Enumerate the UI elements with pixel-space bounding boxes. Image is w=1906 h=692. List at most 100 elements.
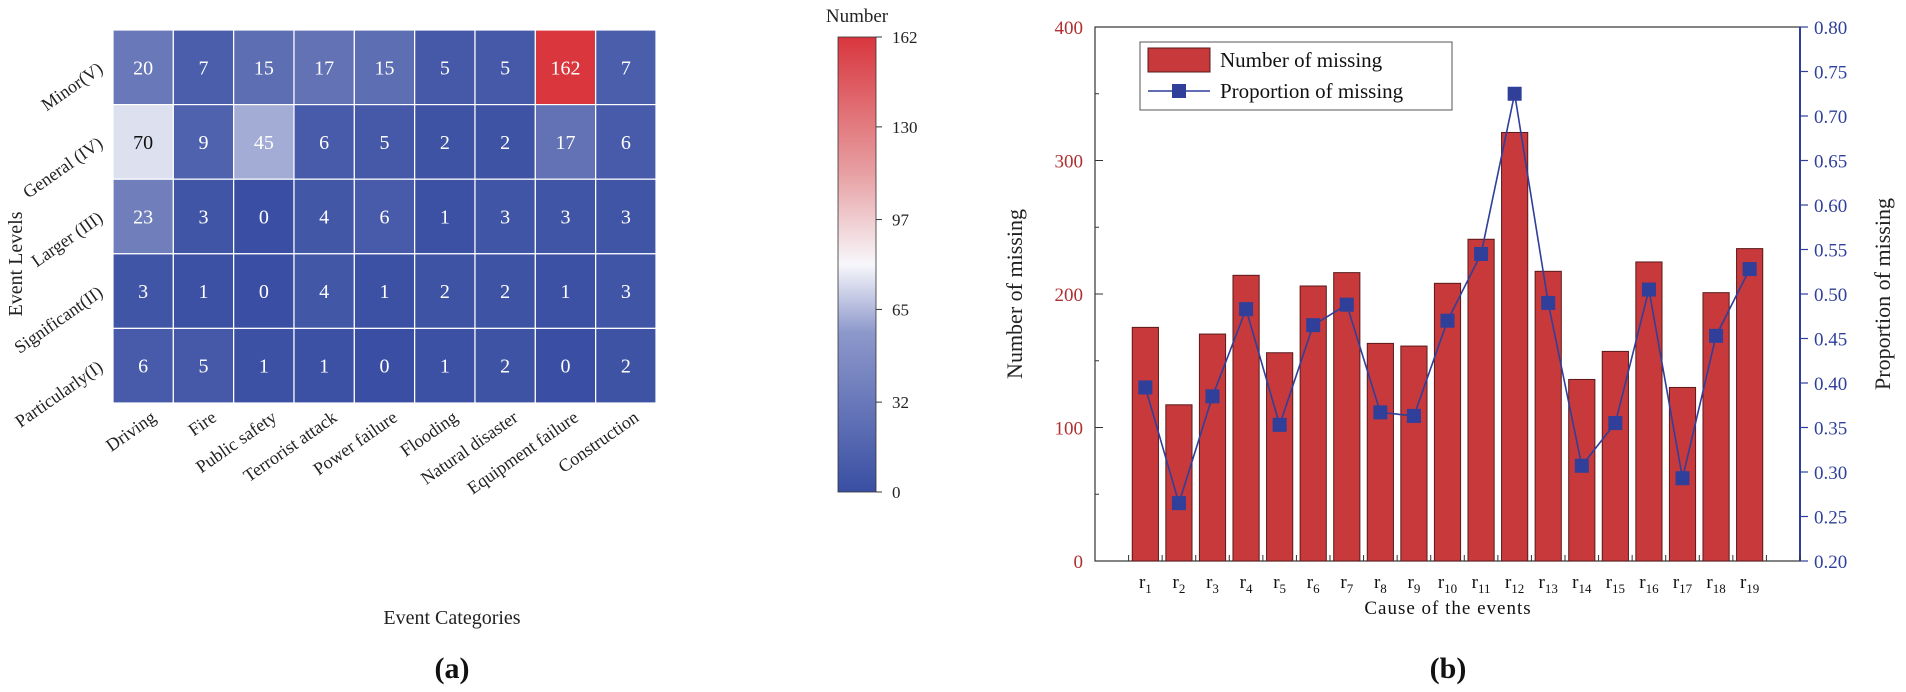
colorbar: 0 32 65 97 130 162 [837,28,918,502]
heatmap-cell [172,253,235,330]
right-axis-tick-label: 0.45 [1814,330,1847,351]
heatmap-cell-value: 2 [500,356,510,378]
heatmap-cell [112,327,174,404]
left-axis-tick-label: 400 [1055,18,1084,39]
heatmap-cell-value: 3 [621,281,631,303]
heatmap-cell-value: 7 [621,57,631,79]
heatmap-cell-value: 4 [319,281,329,303]
heatmap-cell-value: 1 [380,281,390,303]
heatmap-cell [233,178,295,255]
heatmap-cell-value: 1 [319,356,329,378]
right-axis-tick-label: 0.75 [1814,63,1847,84]
heatmap-y-tick-label: General (IV) [19,133,107,203]
heatmap-cell-value: 3 [199,207,209,229]
heatmap-cell-value: 6 [380,207,390,229]
x-axis-tick-label: r9 [1408,572,1421,596]
heatmap-y-tick-label: Minor(V) [37,58,106,115]
x-axis-tick-label: r11 [1472,572,1491,596]
heatmap-cell [293,178,355,255]
x-axis-tick-label: r1 [1139,572,1152,596]
x-axis-tick-label: r2 [1173,572,1186,596]
bar-number-of-missing [1433,282,1462,562]
x-axis-tick-label: r16 [1639,572,1659,596]
heatmap-cell-value: 17 [314,57,334,79]
line-marker [1541,295,1556,310]
heatmap-cell [353,327,416,404]
heatmap-cell [112,178,174,255]
panel-a-label: (a) [435,652,470,685]
line-marker [1440,313,1455,328]
legend-bar-swatch [1147,47,1211,73]
heatmap-x-axis-title: Event Categories [383,607,520,629]
bar-line-panel: 0 100 200 300 400 0.20 0.25 0.30 0.35 0.40 0.45 0.… [1002,18,1895,685]
line-marker [1474,246,1489,261]
heatmap-cell-value: 1 [440,356,450,378]
right-axis-tick-label: 0.35 [1814,419,1847,440]
heatmap-x-tick-label: Fire [185,407,220,440]
heatmap-cell-value: 6 [138,356,148,378]
heatmap-cell-value: 45 [254,132,274,154]
bar-number-of-missing [1467,238,1495,562]
heatmap-cell-value: 2 [500,132,510,154]
heatmap-cell [112,103,174,180]
heatmap-y-tick-label: Particularly(I) [11,357,107,433]
heatmap-cell-value: 3 [561,207,571,229]
x-axis-tick-label: r15 [1606,572,1625,596]
heatmap-cell [172,29,235,106]
bar-number-of-missing [1534,270,1562,562]
x-axis-tick-label: r3 [1206,572,1219,596]
line-marker [1608,416,1623,431]
right-axis-tick-label: 0.40 [1814,374,1847,395]
heatmap-cell-value: 1 [440,207,450,229]
legend: Number of missing Proportion of missing [1139,41,1453,111]
heatmap-cell-value: 5 [380,132,390,154]
bar-number-of-missing [1366,342,1394,562]
bar-x-axis-title: Cause of the events [1364,598,1531,619]
x-axis-tick-label: r7 [1340,572,1353,596]
bar-number-of-missing [1601,350,1629,562]
heatmap-cell-value: 0 [561,356,571,378]
heatmap-cell-value: 15 [254,57,274,79]
colorbar-tick-label: 0 [892,483,901,502]
right-axis-tick-label: 0.70 [1814,107,1847,128]
heatmap-cell [474,327,536,404]
heatmap-cell [474,103,536,180]
bar-number-of-missing [1198,333,1227,562]
heatmap-cell [112,29,174,106]
heatmap-cell [414,327,476,404]
x-axis-tick-label: r6 [1307,572,1320,596]
x-axis-tick-label: r10 [1438,572,1457,596]
right-axis-tick-label: 0.80 [1814,18,1847,39]
legend-bar-label: Number of missing [1220,48,1383,72]
right-axis-tick-label: 0.20 [1814,552,1847,573]
x-axis-tick-label: r17 [1673,572,1693,596]
right-axis-tick-label: 0.25 [1814,508,1847,529]
bar-left-axis-title: Number of missing [1002,209,1027,379]
bar-number-of-missing [1333,272,1361,562]
line-marker [1373,405,1388,420]
heatmap-cell [112,253,174,330]
heatmap-cell [595,327,657,404]
heatmap-cell-value: 0 [380,356,390,378]
heatmap-cell [172,178,235,255]
heatmap-cell-value: 7 [199,57,209,79]
right-axis-tick-label: 0.50 [1814,285,1847,306]
heatmap-cell-value: 2 [621,356,631,378]
line-marker [1272,417,1287,432]
heatmap-cell [293,253,355,330]
colorbar-tick-label: 130 [892,118,918,137]
heatmap-cell-value: 15 [375,57,395,79]
line-marker [1507,86,1522,101]
line-marker [1339,297,1354,312]
heatmap-cell-value: 5 [440,57,450,79]
colorbar-tick-label: 65 [892,300,909,319]
line-marker [1742,262,1757,277]
heatmap-cell [534,103,597,180]
line-marker [1239,302,1254,317]
x-axis-tick-label: r13 [1539,572,1558,596]
heatmap-cell [293,327,355,404]
heatmap-y-tick-label: Larger (III) [28,207,107,271]
x-axis-tick-label: r18 [1706,572,1725,596]
heatmap-cell-value: 5 [199,356,209,378]
heatmap-cell-value: 20 [133,57,153,79]
